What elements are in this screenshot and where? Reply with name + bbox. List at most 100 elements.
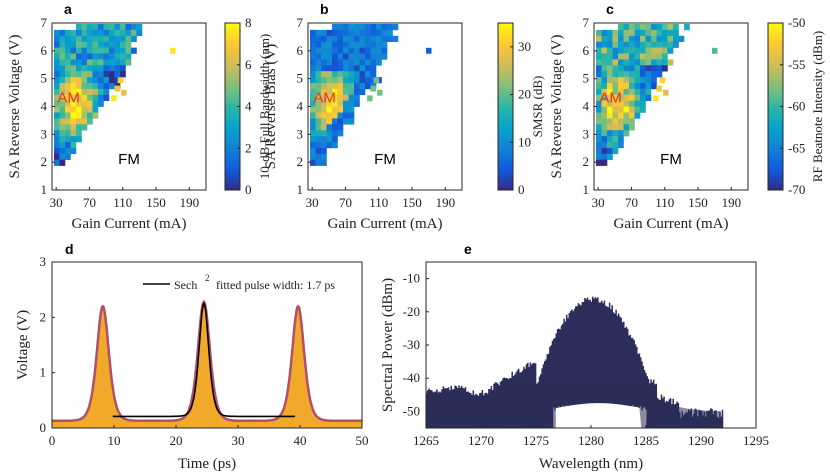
- heatmap-cell: [629, 41, 635, 48]
- heatmap-cell: [98, 94, 104, 101]
- heatmap-cell: [337, 124, 344, 131]
- heatmap-cell: [348, 112, 355, 119]
- heatmap-cell: [629, 35, 635, 42]
- heatmap-cell: [59, 65, 66, 72]
- heatmap-cell: [354, 94, 360, 101]
- panel-label: b: [320, 1, 329, 17]
- heatmap-cell: [87, 24, 93, 31]
- heatmap-cell: [367, 95, 373, 102]
- y-tick-label: 6: [583, 43, 590, 58]
- heatmap-cell: [629, 118, 635, 125]
- heatmap-cell: [651, 53, 657, 60]
- heatmap-cell: [59, 83, 66, 90]
- heatmap-cell: [612, 71, 619, 78]
- heatmap-cell: [321, 112, 327, 119]
- heatmap-cell: [640, 94, 646, 101]
- y-axis-label: SA Reverse Bias (V): [263, 44, 279, 169]
- isolated-point: [170, 47, 176, 54]
- heatmap-cell: [376, 24, 382, 31]
- heatmap-cell: [81, 59, 88, 66]
- heatmap-cell: [623, 65, 630, 72]
- heatmap-cell: [596, 65, 602, 72]
- heatmap-cell: [365, 47, 371, 54]
- heatmap-cell: [92, 59, 99, 66]
- heatmap-cell: [359, 77, 366, 84]
- heatmap-cell: [315, 94, 322, 101]
- heatmap-cell: [321, 53, 327, 60]
- heatmap-cell: [70, 136, 77, 143]
- heatmap-cell: [601, 41, 608, 48]
- heatmap-cell: [601, 71, 608, 78]
- heatmap-cell: [618, 106, 624, 113]
- heatmap-cell: [54, 112, 60, 119]
- heatmap-cell: [310, 142, 316, 149]
- heatmap-cell: [136, 29, 143, 37]
- heatmap-cell: [348, 35, 355, 42]
- heatmap-cell: [54, 142, 60, 149]
- heatmap-cell: [70, 71, 77, 78]
- heatmap-cell: [612, 118, 619, 125]
- heatmap-cell: [131, 24, 137, 31]
- heatmap-cell: [348, 77, 355, 84]
- heatmap-cell: [315, 100, 322, 107]
- heatmap-cell: [315, 41, 322, 48]
- y-tick-label: 1: [40, 365, 47, 380]
- heatmap-cell: [310, 59, 316, 66]
- heatmap-cell: [59, 29, 66, 37]
- heatmap-cell: [326, 130, 333, 137]
- heatmap-cell: [70, 29, 77, 37]
- heatmap-cell: [629, 59, 635, 66]
- heatmap-cell: [337, 41, 344, 48]
- heatmap-cell: [634, 24, 641, 31]
- heatmap-cell: [667, 35, 674, 42]
- heatmap-cell: [87, 35, 93, 42]
- heatmap-cell: [607, 112, 613, 119]
- heatmap-cell: [81, 53, 88, 60]
- heatmap-cell: [634, 71, 641, 78]
- heatmap-cell: [310, 53, 316, 60]
- colorbar-label: 10-dB Full Bandwidth (nm): [257, 34, 272, 180]
- heatmap-cell: [365, 83, 371, 90]
- colorbar: 0 10 20 30 SMSR (dB): [497, 22, 545, 197]
- heatmap-cell: [343, 35, 349, 42]
- heatmap-cell: [365, 71, 371, 78]
- heatmap-cell: [629, 106, 635, 113]
- heatmap-cell: [103, 24, 110, 31]
- y-tick-label: 2: [40, 309, 47, 324]
- heatmap-cell: [343, 29, 349, 37]
- heatmap-cell: [76, 29, 82, 37]
- heatmap-cell: [354, 59, 360, 66]
- heatmap-cell: [76, 118, 82, 125]
- colorbar-tick-label: 0: [245, 182, 252, 197]
- heatmap-cell: [612, 94, 619, 101]
- fm-region-label: FM: [118, 151, 140, 168]
- heatmap-cell: [618, 100, 624, 107]
- heatmap-cell: [656, 24, 663, 31]
- heatmap-cell: [612, 124, 619, 131]
- heatmap-cell: [76, 88, 82, 96]
- heatmap-cell: [92, 100, 99, 107]
- heatmap-cell: [310, 35, 316, 42]
- heatmap-cell: [596, 106, 602, 113]
- x-tick-label: 190: [180, 195, 200, 210]
- y-tick-label: 3: [297, 126, 304, 141]
- colorbar-tick-label: 4: [245, 99, 252, 114]
- heatmap-cell: [321, 71, 327, 78]
- heatmap-cell: [640, 100, 646, 107]
- heatmap-cell: [370, 29, 377, 37]
- heatmap-cell: [645, 29, 652, 37]
- heatmap-cell: [120, 53, 126, 60]
- heatmap-cell: [326, 29, 333, 37]
- heatmap-cell: [315, 136, 322, 143]
- heatmap-cell: [370, 35, 377, 42]
- heatmap-cell: [70, 47, 77, 54]
- heatmap-cell: [315, 159, 322, 166]
- heatmap-cell: [667, 24, 674, 31]
- heatmap-cell: [54, 65, 60, 72]
- heatmap-cell: [629, 47, 635, 54]
- heatmap-cell: [656, 35, 663, 42]
- heatmap-cell: [596, 71, 602, 78]
- heatmap-cell: [114, 59, 121, 66]
- y-tick-label: 3: [40, 254, 47, 269]
